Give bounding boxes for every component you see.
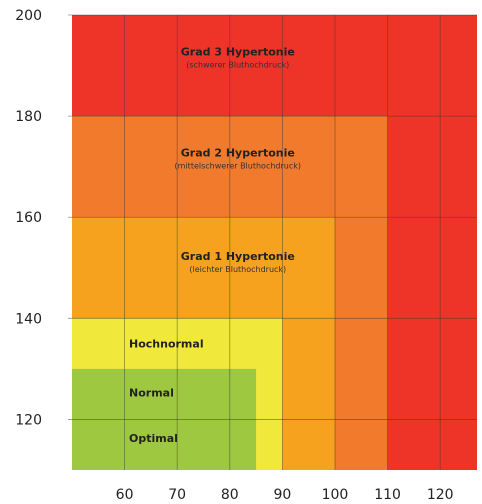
x-tick-label: 70 [168, 487, 186, 503]
x-tick-label: 80 [221, 487, 239, 503]
zone-label: Optimal [129, 432, 178, 445]
y-tick-label: 140 [15, 311, 42, 327]
zone-label: Normal [129, 387, 174, 400]
zone-sublabel: (mittelschwerer Bluthochdruck) [175, 162, 301, 171]
x-tick-label: 120 [427, 487, 454, 503]
y-tick-label: 160 [15, 210, 42, 226]
zone-regions [72, 15, 477, 470]
zone-sublabel: (leichter Bluthochdruck) [189, 265, 286, 274]
zone-label: Hochnormal [129, 338, 204, 351]
y-tick-label: 200 [15, 8, 42, 24]
x-tick-label: 90 [273, 487, 291, 503]
x-tick-label: 60 [116, 487, 134, 503]
zone-label: Grad 1 Hypertonie [181, 250, 295, 263]
zone-label: Grad 2 Hypertonie [181, 147, 295, 160]
x-axis-ticks: 60 70 80 90 100 110 120 [116, 487, 454, 503]
zone-label: Grad 3 Hypertonie [181, 45, 295, 58]
grid-lines [68, 14, 477, 470]
zone-sublabel: (schwerer Bluthochdruck) [186, 60, 289, 69]
y-axis-ticks: 120 140 160 180 200 [15, 8, 42, 428]
x-tick-label: 100 [322, 487, 349, 503]
x-tick-label: 110 [374, 487, 401, 503]
y-tick-label: 180 [15, 109, 42, 125]
y-tick-label: 120 [15, 412, 42, 428]
zone-labels: Grad 3 Hypertonie (schwerer Bluthochdruck… [129, 45, 301, 445]
